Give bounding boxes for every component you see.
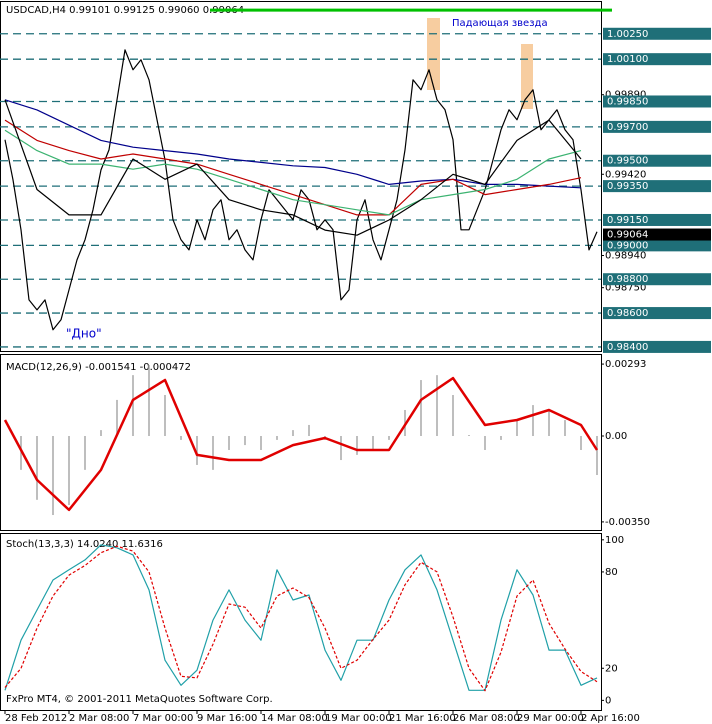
y-tick-label: 0.98750 [605, 283, 646, 294]
level-box [603, 154, 711, 167]
series-line [4, 545, 598, 692]
highlight-box [521, 44, 533, 109]
panel-border [0, 533, 602, 711]
y-tick-label: 100 [605, 535, 624, 546]
x-tick-label: 9 Mar 16:00 [197, 713, 257, 724]
level-label: 0.99000 [607, 240, 648, 251]
level-label: 0.99700 [607, 122, 648, 133]
series-line [4, 49, 598, 331]
series-line [4, 99, 582, 236]
series-line [4, 119, 582, 216]
level-label: 0.98600 [607, 308, 648, 319]
level-box [603, 95, 711, 108]
level-box [603, 120, 711, 133]
annotation: "Дно" [66, 327, 102, 341]
y-tick-label: 0.98940 [605, 251, 646, 262]
x-tick-label: 19 Mar 00:00 [325, 713, 392, 724]
series-line [4, 129, 582, 216]
y-tick-label: 20 [605, 663, 618, 674]
x-tick-label: 28 Feb 2012 [5, 713, 67, 724]
level-label: 0.99500 [607, 156, 648, 167]
annotation: Падающая звезда [452, 18, 548, 29]
copyright: FxPro MT4, © 2001-2011 MetaQuotes Softwa… [6, 694, 273, 705]
y-tick-label: 0 [605, 695, 611, 706]
y-tick-label: 0.99420 [605, 169, 646, 180]
panel-title: MACD(12,26,9) -0.001541 -0.000472 [6, 362, 191, 373]
level-label: 0.98800 [607, 274, 648, 285]
level-box [603, 53, 711, 66]
level-box [603, 239, 711, 252]
level-label: 0.99150 [607, 215, 648, 226]
level-box [603, 273, 711, 286]
x-tick-label: 26 Mar 08:00 [453, 713, 520, 724]
series-line [4, 544, 598, 691]
level-label: 0.99350 [607, 181, 648, 192]
y-tick-label: 80 [605, 567, 618, 578]
last-price-box [603, 228, 711, 241]
x-tick-label: 7 Mar 00:00 [133, 713, 193, 724]
level-box [603, 213, 711, 226]
x-tick-label: 2 Apr 16:00 [581, 713, 640, 724]
level-label: 1.00250 [607, 29, 648, 40]
highlight-box [427, 18, 440, 90]
x-tick-label: 29 Mar 00:00 [517, 713, 584, 724]
y-tick-label: 0.00293 [605, 359, 646, 370]
last-price-label: 0.99064 [607, 230, 648, 241]
level-box [603, 340, 711, 353]
level-box [603, 27, 711, 40]
panel-border [0, 354, 602, 531]
x-tick-label: 2 Mar 08:00 [69, 713, 129, 724]
level-label: 0.98400 [607, 342, 648, 353]
level-label: 1.00100 [607, 54, 648, 65]
panel-border [0, 1, 602, 352]
level-label: 0.99850 [607, 96, 648, 107]
y-tick-label: -0.00350 [605, 517, 650, 528]
x-tick-label: 21 Mar 16:00 [389, 713, 456, 724]
y-tick-label: 0.00 [605, 431, 627, 442]
series-line [3, 376, 599, 512]
x-tick-label: 14 Mar 08:00 [261, 713, 328, 724]
level-box [603, 180, 711, 193]
y-tick-label: 0.99890 [605, 90, 646, 101]
level-box [603, 307, 711, 320]
panel-title: USDCAD,H4 0.99101 0.99125 0.99060 0.9906… [6, 5, 244, 16]
panel-title: Stoch(13,3,3) 14.0240 11.6316 [6, 539, 163, 550]
